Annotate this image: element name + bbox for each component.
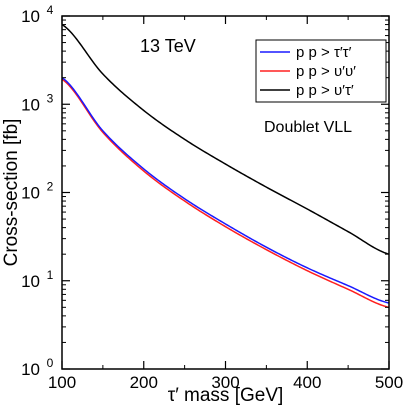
legend-label-tau-tau: p p > τ′τ′ [296,44,352,61]
y-tick-label: 10 [21,272,40,291]
series-line-0 [61,77,390,304]
y-tick-exponent: 3 [47,91,54,105]
y-axis-title: Cross-section [fb] [1,119,22,267]
legend-label-nu-nu: p p > υ′υ′ [296,63,356,80]
y-tick-label: 10 [21,7,40,26]
x-tick-label: 500 [375,373,403,392]
y-tick-exponent: 4 [47,3,54,17]
y-tick-exponent: 2 [47,180,54,194]
annotation-model: Doublet VLL [264,119,352,136]
legend: p p > τ′τ′ p p > υ′υ′ p p > υ′τ′ [255,39,387,103]
x-tick-label: 400 [293,373,321,392]
x-tick-label: 100 [48,373,76,392]
annotation-energy: 13 TeV [140,36,196,56]
series-line-1 [61,78,390,309]
y-tick-label: 10 [21,184,40,203]
x-tick-label: 300 [211,373,239,392]
y-tick-label: 10 [21,360,40,379]
ticks-layer [61,15,390,370]
legend-label-nu-tau: p p > υ′τ′ [296,82,354,99]
series-layer [61,23,390,309]
x-tick-label: 200 [130,373,158,392]
x-axis-title: τ′ mass [GeV] [168,385,284,406]
y-tick-exponent: 1 [47,268,54,282]
y-tick-label: 10 [21,95,40,114]
y-tick-exponent: 0 [47,356,54,370]
series-line-2 [61,23,390,255]
